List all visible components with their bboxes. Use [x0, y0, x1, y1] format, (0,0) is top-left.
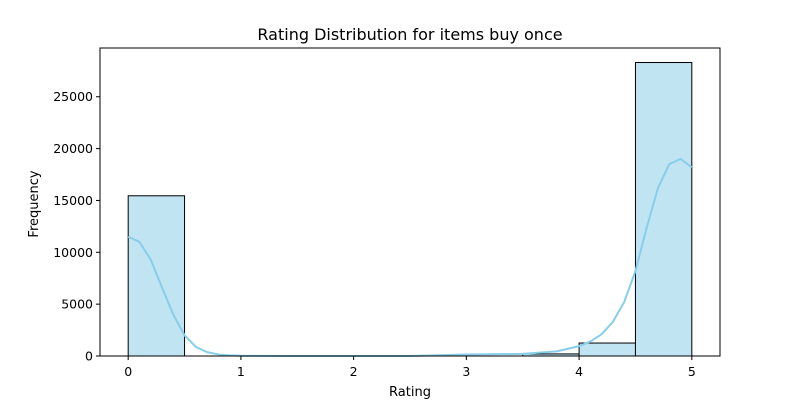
y-tick-label: 15000 — [53, 193, 93, 208]
y-tick-label: 0 — [85, 349, 93, 364]
x-tick-label: 1 — [237, 364, 245, 379]
y-tick-label: 25000 — [53, 89, 93, 104]
histogram-bar-9 — [634, 62, 693, 357]
kde-curve — [127, 157, 693, 357]
x-tick-label: 2 — [350, 364, 358, 379]
histogram-bar-8 — [578, 342, 636, 357]
x-tick-label: 3 — [462, 364, 470, 379]
y-axis-label: Frequency — [27, 170, 42, 237]
chart-title: Rating Distribution for items buy once — [257, 25, 562, 44]
bars-group — [127, 62, 693, 357]
x-tick-label: 0 — [124, 364, 132, 379]
plot-frame — [99, 47, 721, 357]
x-tick-label: 4 — [575, 364, 583, 379]
x-axis: 0 1 2 3 4 5 — [124, 356, 696, 379]
y-axis: 0 5000 10000 15000 20000 25000 — [53, 89, 100, 364]
x-axis-label: Rating — [389, 385, 431, 400]
y-tick-label: 10000 — [53, 245, 93, 260]
x-tick-label: 5 — [688, 364, 696, 379]
y-tick-label: 20000 — [53, 141, 93, 156]
y-tick-label: 5000 — [61, 297, 93, 312]
